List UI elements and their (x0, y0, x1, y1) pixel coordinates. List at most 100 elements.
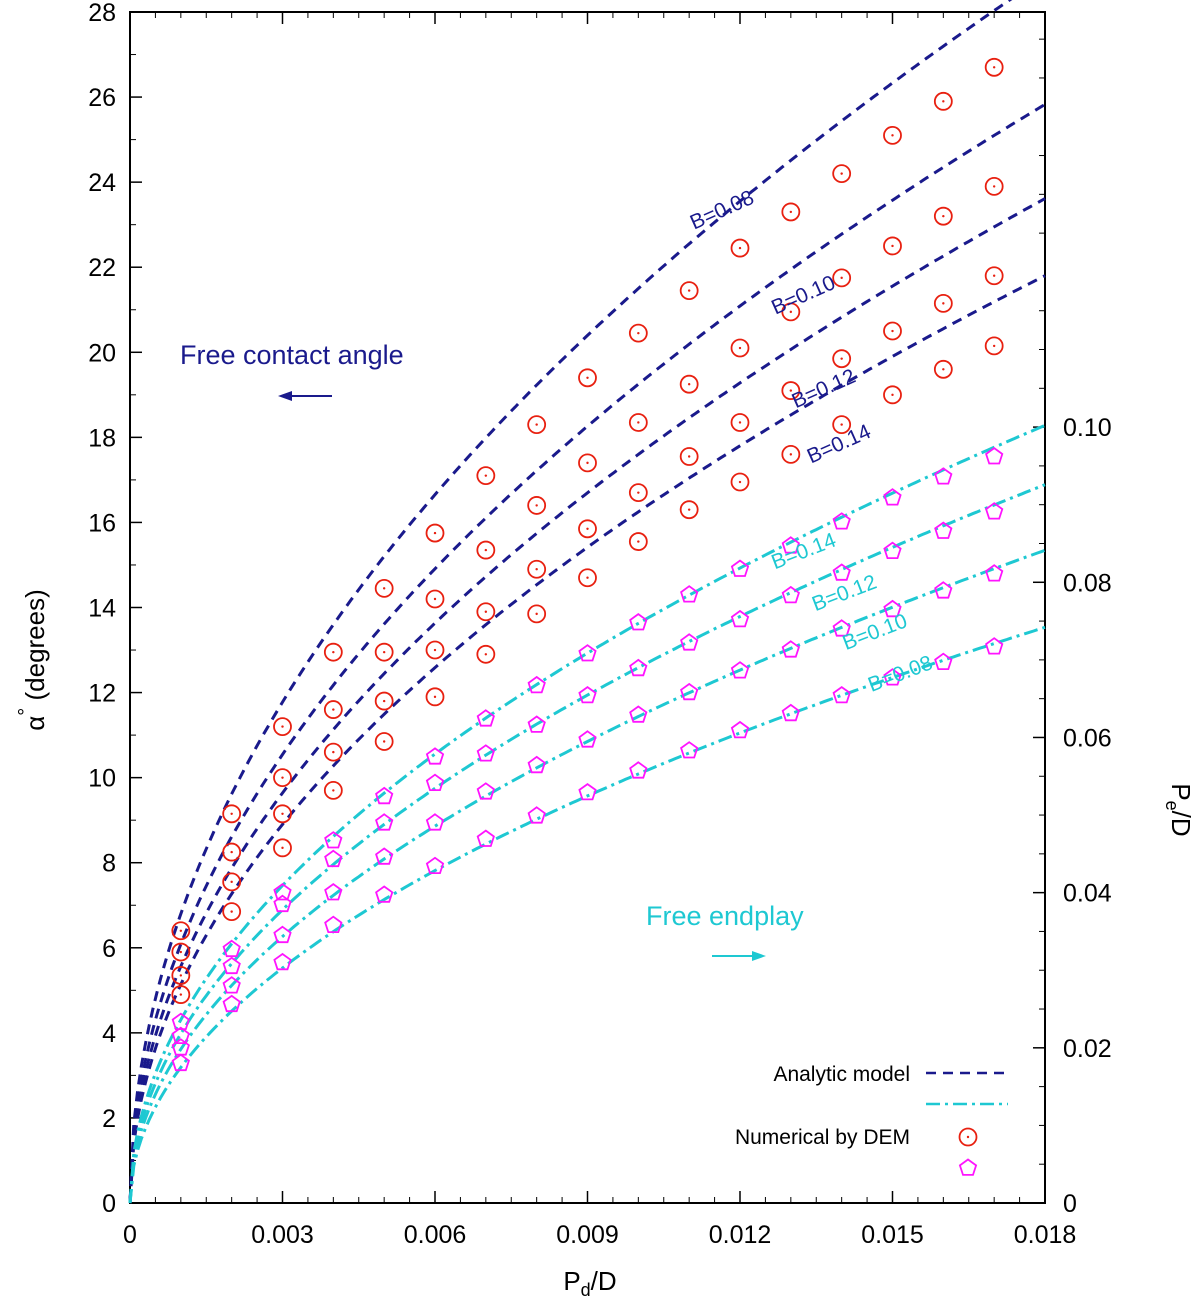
dem-alpha-point-center (332, 789, 335, 792)
dem-alpha-point-center (281, 725, 284, 728)
x-tick-label: 0.003 (251, 1221, 314, 1249)
dem-alpha-point-center (992, 185, 996, 188)
dem-alpha-point-center (687, 382, 691, 386)
dem-alpha-point-center (382, 740, 386, 743)
y-tick-label: 24 (88, 169, 116, 197)
y-tick-label: 6 (102, 935, 116, 963)
dem-alpha-point (425, 589, 445, 609)
right-arrow-icon (712, 951, 766, 961)
y-tick-label: 14 (88, 595, 116, 623)
alpha-curve-label: B=0.12 (788, 365, 859, 413)
dem-endplay-point (985, 637, 1004, 655)
dem-alpha-point-center (738, 421, 742, 424)
dem-alpha-point-center (891, 134, 894, 137)
endplay-analytic-curve (128, 625, 1046, 1204)
dem-alpha-point (933, 359, 953, 379)
dem-alpha-point-center (179, 993, 183, 996)
dem-alpha-point (527, 496, 547, 515)
dem-endplay-point (222, 976, 241, 994)
dem-endplay-point (629, 658, 648, 677)
dem-endplay-point (883, 668, 902, 686)
dem-endplay-point (934, 467, 953, 485)
alpha-analytic-curve (128, 0, 1013, 1204)
dem-endplay-point (375, 813, 394, 831)
y-tick-label: 16 (88, 509, 116, 537)
free-contact-angle-annotation: Free contact angle (180, 340, 404, 370)
dem-alpha-point-center (789, 310, 793, 314)
dem-alpha-point (374, 642, 394, 662)
dem-alpha-point-center (637, 331, 640, 335)
dem-endplay-point (781, 585, 800, 604)
dem-alpha-point (476, 540, 496, 560)
dem-alpha-point (883, 125, 902, 145)
y-tick-label: 4 (102, 1020, 116, 1048)
dem-endplay-point (425, 856, 445, 874)
dem-alpha-point-center (637, 540, 640, 543)
dem-endplay-point (985, 446, 1004, 465)
dem-alpha-point (171, 985, 191, 1004)
dem-endplay-point (375, 885, 394, 903)
dem-alpha-point-center (789, 389, 793, 392)
dem-endplay-point (425, 773, 445, 791)
dem-endplay-point (680, 633, 699, 651)
dem-alpha-point (832, 415, 852, 434)
dem-alpha-point-center (382, 650, 386, 654)
x-tick-label: 0.012 (709, 1221, 772, 1249)
dem-endplay-point (934, 521, 953, 539)
dem-alpha-point (781, 381, 801, 400)
alpha-curve-label: B=0.08 (687, 186, 758, 234)
dem-endplay-point (883, 488, 902, 506)
dem-alpha-point (730, 238, 750, 258)
dem-alpha-point-center (738, 480, 742, 484)
dem-alpha-point (679, 500, 699, 520)
y-tick-label: 8 (102, 850, 116, 878)
dem-endplay-point (222, 939, 241, 958)
dem-alpha-point-center (840, 276, 843, 280)
dem-alpha-point-center (332, 708, 335, 711)
alpha-analytic-curve (128, 197, 1046, 1204)
y-axis-title-tail: (degrees) (20, 589, 50, 708)
y2-tick-label: 0.02 (1063, 1035, 1112, 1063)
dem-alpha-point (730, 413, 750, 432)
dem-alpha-point (374, 691, 394, 711)
dem-endplay-point (324, 915, 343, 933)
y-tick-label: 18 (88, 424, 116, 452)
dem-alpha-point-center (535, 423, 538, 426)
dem-alpha-point (374, 732, 394, 751)
dem-endplay-point (578, 730, 597, 748)
dem-markers (171, 57, 1004, 1072)
left-arrow-icon (278, 391, 332, 401)
dem-alpha-point-center (637, 491, 640, 494)
dem-alpha-point (832, 164, 852, 184)
dem-alpha-point-center (179, 974, 183, 977)
y-axis-title: α° (degrees) (15, 589, 50, 731)
dem-endplay-point (629, 612, 648, 631)
y-axis-right: 0 0.02 0.04 0.06 0.08 0.10 (1033, 38, 1112, 1218)
dem-endplay-point (527, 806, 546, 824)
dem-alpha-point (958, 1127, 978, 1147)
dem-alpha-point-center (535, 504, 538, 507)
dem-alpha-point-center (966, 1135, 970, 1139)
dem-alpha-point (578, 519, 597, 539)
x-axis-title-tail: /D (591, 1266, 617, 1296)
dem-alpha-point (222, 804, 242, 824)
dem-alpha-point-center (738, 346, 742, 350)
dem-endplay-point (375, 786, 394, 805)
dem-endplay-point (273, 952, 292, 971)
dem-alpha-point (781, 302, 801, 322)
dem-alpha-point-center (992, 274, 996, 277)
y-tick-label: 20 (88, 339, 116, 367)
dem-endplay-point (832, 685, 851, 704)
dem-alpha-point-center (484, 653, 488, 656)
dem-alpha-point-center (942, 100, 945, 103)
dem-alpha-point-center (281, 846, 284, 850)
dem-alpha-point (171, 942, 191, 962)
endplay-curve-label: B=0.12 (809, 571, 880, 617)
dem-alpha-point-center (840, 423, 843, 426)
dem-alpha-point (781, 444, 801, 464)
dem-endplay-point (934, 652, 953, 670)
y-tick-label: 0 (102, 1190, 116, 1218)
dem-alpha-point (730, 472, 750, 492)
dem-alpha-point-center (332, 650, 335, 654)
